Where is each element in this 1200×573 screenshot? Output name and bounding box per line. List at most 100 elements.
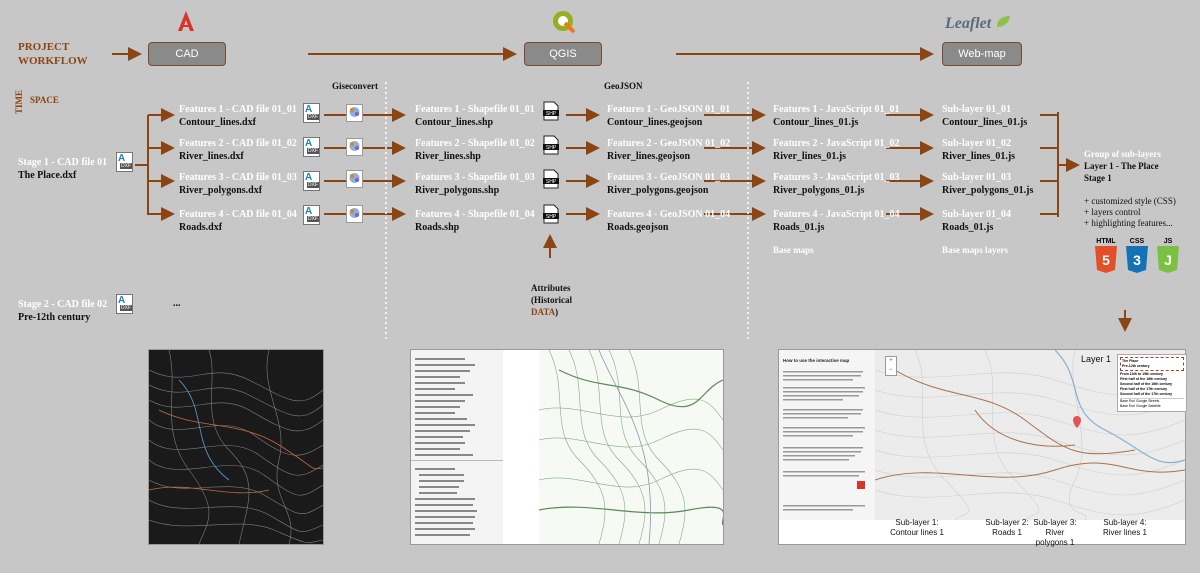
webmap-map-area[interactable]: + − Layer 1 The Place Pre-12th century F…	[874, 349, 1187, 521]
map-marker-icon[interactable]	[1073, 416, 1081, 428]
shp-file-icon: SHP	[543, 101, 559, 121]
webmap-stage-box: Web-map	[942, 42, 1022, 66]
stage2-period: Pre-12th century	[18, 312, 91, 323]
qgis-layers-panel	[411, 350, 504, 544]
stage1-label: Stage 1 - CAD file 01 The Place.dxf	[18, 156, 107, 182]
svg-text:SHP: SHP	[546, 111, 557, 117]
cad-stage-box: CAD	[148, 42, 226, 66]
css3-badge-icon: CSS 3	[1124, 238, 1150, 280]
legend-item[interactable]: First half of the 16th century	[1120, 377, 1168, 381]
sublayer-1: Sub-layer 01_01 Contour_lines_01.js	[942, 104, 1028, 128]
leaflet-logo-text: Leaflet	[945, 15, 992, 32]
layers-control-feature: + layers control	[1084, 207, 1141, 217]
geojson-feature-3: Features 3 - GeoJSON 01_03 River_polygons…	[607, 172, 731, 196]
svg-text:SHP: SHP	[546, 145, 557, 151]
workflow-label: WORKFLOW	[18, 55, 88, 67]
shp-file-icon: SHP	[543, 169, 559, 189]
shp-feature-1: Features 1 - Shapefile 01_01 Contour_line…	[415, 104, 535, 128]
cad-feature-3: Features 3 - CAD file 01_03 River_polygon…	[179, 172, 297, 196]
giseconvert-icon	[346, 170, 363, 188]
dxf-file-icon: A DXF	[303, 103, 320, 123]
base-item[interactable]: Base Esri Google Streets	[1120, 399, 1160, 403]
base-maps-layers-label: Base maps layers	[942, 245, 1008, 255]
dxf-file-icon: A DXF	[303, 205, 320, 225]
svg-text:3: 3	[1133, 252, 1141, 268]
cad-feature-4: Features 4 - CAD file 01_04 Roads.dxf	[179, 209, 297, 233]
giseconvert-icon	[346, 138, 363, 156]
dxf-file-icon: A DXF	[116, 152, 133, 172]
group-features-list: + customized style (CSS) + layers contro…	[1084, 196, 1176, 229]
layer-1-label: Layer 1	[1081, 354, 1112, 364]
legend-item[interactable]: Pre-12th century	[1122, 364, 1150, 368]
giseconvert-icon	[346, 205, 363, 223]
group-label: Group of sub-layers Layer 1 - The Place …	[1084, 148, 1161, 184]
qgis-map-canvas	[538, 349, 725, 545]
stage1-title: Stage 1 - CAD file 01	[18, 157, 108, 168]
legend-item[interactable]: Second half of the 17th century	[1120, 392, 1173, 396]
legend-item[interactable]: From 13th to 15th century	[1120, 372, 1163, 376]
stage2-title: Stage 2 - CAD file 02	[18, 299, 108, 310]
svg-text:J: J	[1164, 252, 1172, 268]
shp-file-icon: SHP	[543, 135, 559, 155]
svg-text:5: 5	[1102, 252, 1110, 268]
geojson-label: GeoJSON	[604, 81, 643, 91]
group-layer: Layer 1 - The Place	[1084, 161, 1159, 171]
shp-feature-3: Features 3 - Shapefile 01_03 River_polygo…	[415, 172, 535, 196]
legend-item[interactable]: The Place	[1122, 359, 1139, 363]
stage2-label: Stage 2 - CAD file 02 Pre-12th century	[18, 298, 107, 324]
js-feature-4: Features 4 - JavaScript 01_04 Roads_01.js	[773, 209, 900, 233]
sublayer-label-4: Sub-layer 4: River lines 1	[1102, 518, 1147, 537]
highlighting-feature: + highlighting features...	[1084, 218, 1173, 228]
space-label: SPACE	[30, 95, 59, 105]
data-word: DATA	[531, 307, 556, 317]
layers-control-panel[interactable]: The Place Pre-12th century From 13th to …	[1117, 354, 1187, 412]
cad-feature-2: Features 2 - CAD file 01_02 River_lines.d…	[179, 138, 297, 162]
group-title: Group of sub-layers	[1084, 149, 1161, 159]
zoom-out-button[interactable]: −	[889, 367, 893, 373]
shp-feature-4: Features 4 - Shapefile 01_04 Roads.shp	[415, 209, 535, 233]
sublayer-4: Sub-layer 01_04 Roads_01.js	[942, 209, 1011, 233]
sidebar-title: How to use the interactive map	[783, 358, 850, 363]
base-maps-label: Base maps	[773, 245, 814, 255]
zoom-in-button[interactable]: +	[889, 358, 893, 364]
base-item[interactable]: Base Esri Google Satellite	[1120, 404, 1161, 408]
project-workflow-label: PROJECT WORKFLOW	[18, 40, 88, 68]
geojson-feature-1: Features 1 - GeoJSON 01_01 Contour_lines.…	[607, 104, 731, 128]
stage2-ellipsis: ...	[173, 298, 181, 309]
sublayer-3: Sub-layer 01_03 River_polygons_01.js	[942, 172, 1034, 196]
shp-file-icon: SHP	[543, 204, 559, 224]
sublayer-label-1: Sub-layer 1: Contour lines 1	[890, 518, 944, 537]
js-badge-icon: JS J	[1155, 238, 1181, 280]
html5-badge-icon: HTML 5	[1093, 238, 1119, 280]
dxf-file-icon: A DXF	[303, 171, 320, 191]
js-feature-1: Features 1 - JavaScript 01_01 Contour_lin…	[773, 104, 900, 128]
time-label: TIME	[14, 89, 24, 114]
webmap-sidebar: How to use the interactive map	[779, 350, 876, 520]
sublayer-2: Sub-layer 01_02 River_lines_01.js	[942, 138, 1016, 162]
cad-contour-screenshot	[148, 349, 324, 545]
svg-text:SHP: SHP	[546, 214, 557, 220]
stage1-filename: The Place.dxf	[18, 170, 77, 181]
qgis-screenshot	[410, 349, 725, 545]
qgis-logo-icon	[551, 9, 577, 35]
js-feature-2: Features 2 - JavaScript 01_02 River_lines…	[773, 138, 900, 162]
sublayer-label-2: Sub-layer 2: Roads 1	[985, 518, 1029, 537]
giseconvert-label: Giseconvert	[332, 81, 378, 91]
sublayer-label-3: Sub-layer 3: River polygons 1	[1033, 518, 1077, 547]
dxf-file-icon: A DXF	[116, 294, 133, 314]
svg-text:SHP: SHP	[546, 179, 557, 185]
legend-item[interactable]: First half of the 17th century	[1120, 387, 1168, 391]
group-stage: Stage 1	[1084, 173, 1112, 183]
shp-feature-2: Features 2 - Shapefile 01_02 River_lines.…	[415, 138, 535, 162]
js-feature-3: Features 3 - JavaScript 01_03 River_polyg…	[773, 172, 900, 196]
dxf-file-icon: A DXF	[303, 137, 320, 157]
qgis-stage-box: QGIS	[524, 42, 602, 66]
zoom-control[interactable]: + −	[885, 356, 897, 376]
giseconvert-icon	[346, 104, 363, 122]
geojson-feature-4: Features 4 - GeoJSON 01_04 Roads.geojson	[607, 209, 731, 233]
cad-feature-1: Features 1 - CAD file 01_01 Contour_lines…	[179, 104, 297, 128]
webmap-screenshot: How to use the interactive map	[778, 349, 1187, 547]
legend-item[interactable]: Second half of the 16th century	[1120, 382, 1173, 386]
leaflet-logo: Leaflet	[945, 15, 1011, 33]
